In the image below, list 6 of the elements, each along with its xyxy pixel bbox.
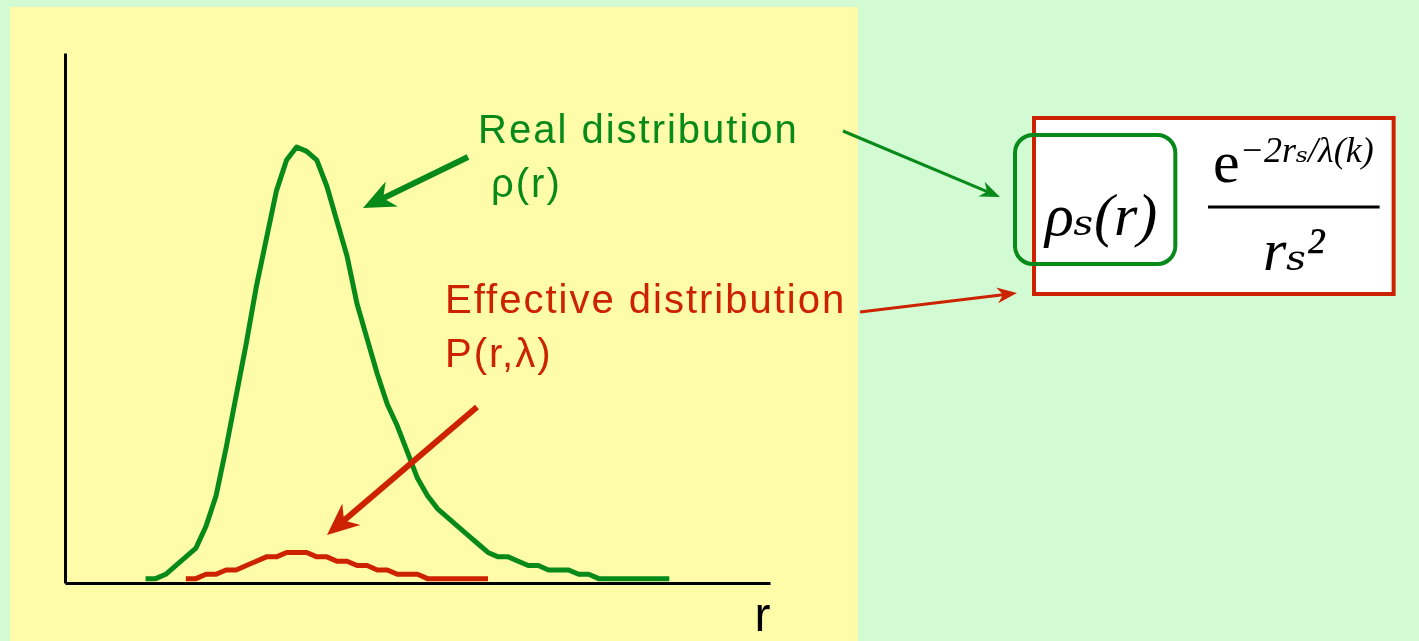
text: e$^{−2rₛ/λ(k)}$ <box>1213 129 1374 195</box>
text: ρₛ(r) <box>1043 182 1158 248</box>
x-axis-title: r <box>754 587 771 641</box>
legend-label: Effective distribution P(r,λ) <box>445 277 847 375</box>
text: rₛ² <box>1263 217 1326 283</box>
legend-label: Real distribution ρ(r) <box>478 107 799 205</box>
